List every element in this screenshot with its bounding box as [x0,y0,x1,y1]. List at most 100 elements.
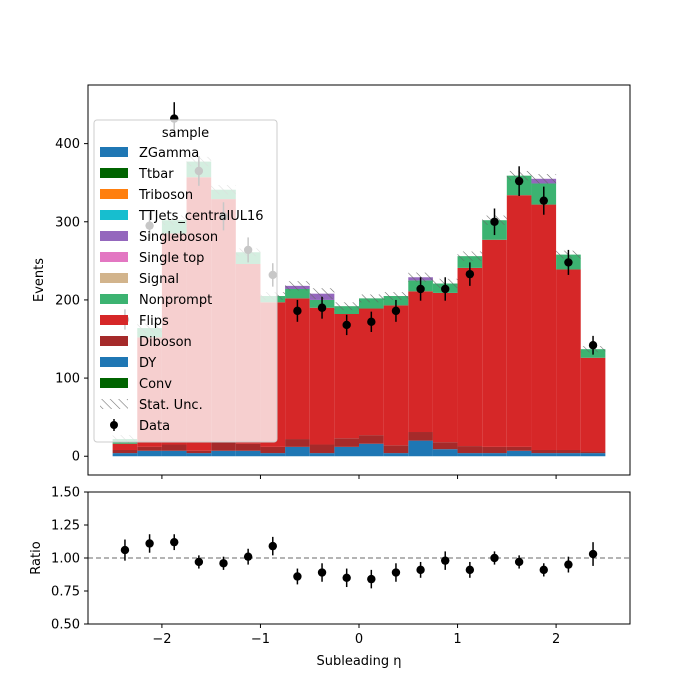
ratio-y-axis: 0.50 0.75 1.00 1.25 1.50 [51,486,88,633]
legend-swatch-nonprompt [100,294,128,304]
ratio-x-axis: −2 −1 0 1 2 [152,624,560,647]
data-point [293,306,302,316]
bar-dy [556,453,581,457]
bar-flips [531,204,557,450]
ratio-y-tick-label: 0.75 [51,585,80,600]
bar-diboson [580,451,606,454]
data-point [514,176,524,186]
ratio-point [441,556,450,565]
ratio-point [416,565,425,575]
bar-flips [482,239,507,447]
ratio-point [391,568,401,577]
main-x-ticks [161,475,557,479]
x-tick-label: 1 [453,632,461,647]
ratio-point [539,565,548,575]
ratio-y-tick-label: 1.00 [51,552,80,567]
bar-diboson [457,446,483,454]
bar-diboson [506,446,532,451]
ratio-point [243,552,253,561]
bar-dy [186,453,212,457]
data-point [564,258,573,267]
bar-diboson [186,450,212,454]
data-point [342,320,351,330]
bar-dy [457,453,483,457]
bar-diboson [408,432,433,441]
ratio-point [367,574,376,584]
bar-diboson [161,444,187,451]
bar-dy [260,453,286,457]
bar-diboson [531,449,557,454]
y-tick-label: 0 [72,450,80,465]
bar-flips [432,292,458,443]
ratio-axis-label: Ratio [29,541,44,574]
legend-label-diboson: Diboson [139,335,192,350]
legend-label-zgamma: ZGamma [139,146,199,161]
ratio-point [564,560,573,569]
bar-nonprompt [359,298,384,309]
bar-dy [383,453,409,457]
x-tick-label: −2 [152,632,171,647]
ratio-point [145,539,154,548]
legend-label-singleboson: Singleboson [139,230,218,245]
ratio-point [219,559,228,568]
bar-diboson [235,443,261,451]
bar-diboson [432,442,458,450]
stat-unc-band [359,294,384,303]
bar-flips [580,357,606,452]
legend-label-signal: Signal [139,272,179,287]
bar-diboson [482,446,507,454]
bar-dy [285,446,310,457]
legend-label-dy: DY [139,356,156,371]
bar-diboson [137,446,162,451]
y-tick-label: 100 [55,372,80,387]
bar-flips [506,195,532,447]
bar-flips [112,443,138,450]
legend-swatch-ttbar [100,168,128,178]
legend-swatch-single-top [100,252,128,262]
legend-swatch-triboson [100,189,128,199]
ratio-points [120,534,598,589]
data-point [490,217,499,226]
stat-unc-band [457,251,483,261]
legend-label-single-top: Single top [139,251,204,266]
bar-dy [235,450,261,457]
data-point [367,317,376,327]
bar-dy [112,453,138,457]
bar-diboson [383,445,409,454]
bar-nonprompt [457,256,483,268]
bar-flips [408,291,433,433]
legend-label-conv: Conv [139,377,172,392]
legend-swatch-stat-unc [100,399,128,409]
ratio-y-tick-label: 1.25 [51,519,80,534]
data-point [465,269,475,279]
legend-label-stat-unc-: Stat. Unc. [139,398,203,413]
stat-unc-band [334,302,359,311]
ratio-point [268,541,277,551]
bar-diboson [334,438,359,447]
y-tick-label: 400 [55,137,80,152]
data-point [416,284,425,294]
legend-swatch-diboson [100,336,128,346]
legend-box [93,119,278,443]
ratio-y-tick-label: 0.50 [51,618,80,633]
bar-dy [334,446,359,457]
ratio-point [514,557,524,567]
bar-dy [432,449,458,457]
bar-flips [383,305,409,446]
legend-swatch-singleboson [100,231,128,241]
bar-dy [580,453,606,457]
bar-diboson [211,441,236,451]
ratio-point [342,573,351,582]
bar-diboson [556,449,581,454]
data-point [317,303,327,312]
bar-dy [309,453,335,457]
ratio-point [465,565,475,575]
stat-unc-band [531,174,557,184]
y-axis-label: Events [32,258,47,302]
ratio-point [490,553,499,563]
data-point [441,284,450,294]
bar-dy [482,453,507,457]
legend-swatch-data-marker [110,421,118,429]
bar-dy [211,450,236,457]
bar-dy [137,450,162,457]
